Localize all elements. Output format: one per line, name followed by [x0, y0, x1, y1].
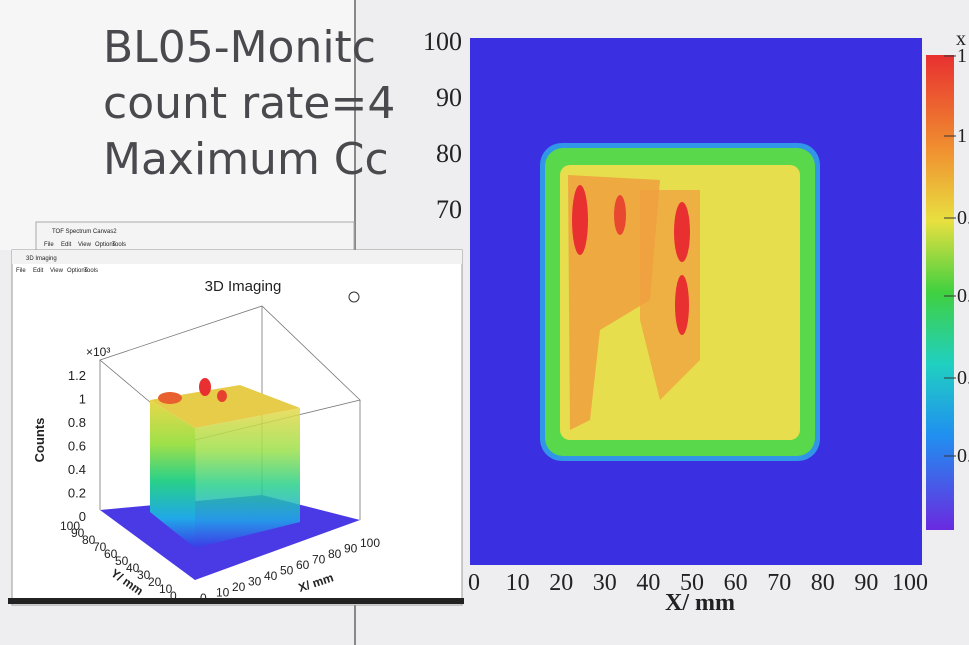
menu-item: Options: [95, 242, 116, 248]
surface-peak: [199, 378, 211, 396]
z-tick-label: 1: [79, 392, 86, 407]
colorbar-tick-label: 1: [957, 45, 967, 67]
z-tick-label: 1.2: [68, 368, 86, 383]
y-tick-label: 70: [436, 195, 462, 224]
x-tick-label: 30: [248, 575, 262, 589]
y-tick-label: 90: [71, 526, 85, 540]
x-tick-label: 100: [892, 570, 928, 596]
menu-item: File: [44, 242, 54, 248]
slide-line: BL05-Monitc: [103, 22, 376, 73]
x-tick-label: 30: [593, 570, 617, 596]
z-axis-label: Counts: [32, 418, 47, 463]
menu-item: Edit: [33, 268, 44, 274]
window-shadow: [8, 598, 464, 604]
x-tick-label: 50: [680, 570, 704, 596]
slide: [0, 0, 355, 250]
menu-item: Edit: [61, 242, 72, 248]
x-tick-label: 20: [232, 580, 246, 594]
window-title: 3D Imaging: [26, 256, 57, 262]
menu-item: View: [50, 268, 64, 274]
surface-peak: [158, 392, 182, 404]
x-tick-label: 50: [280, 564, 294, 578]
y-tick-label: 30: [137, 568, 151, 582]
map-peak: [674, 202, 690, 262]
x-tick-label: 70: [767, 570, 791, 596]
slide-line: count rate=4: [103, 78, 395, 129]
colorbar-multiplier: x: [956, 28, 966, 50]
colorbar-tick-label: 1: [957, 125, 967, 147]
y-tick-label: 90: [436, 83, 462, 112]
z-tick-label: 0.6: [68, 439, 86, 454]
y-tick-label: 100: [423, 27, 462, 56]
x-axis-label: X/ mm: [665, 590, 735, 616]
menu-item: Tools: [84, 268, 98, 274]
colorbar-tick-label: 0.4: [957, 367, 969, 389]
x-tick-label: 90: [854, 570, 878, 596]
x-tick-label: 20: [549, 570, 573, 596]
y-tick-label: 100: [60, 519, 80, 533]
back-window: [35, 221, 355, 255]
y-tick-label: 80: [82, 533, 96, 547]
title-bar: [12, 250, 462, 264]
map-peak: [572, 185, 588, 255]
x-tick-label: 100: [360, 536, 380, 550]
y-tick-label: 10: [159, 582, 173, 596]
y-tick-label: 60: [104, 547, 118, 561]
x-tick-label: 80: [811, 570, 835, 596]
surface-peak: [217, 390, 227, 402]
x-tick-label: 60: [724, 570, 748, 596]
colorbar: [926, 55, 954, 530]
menu-item: View: [78, 242, 92, 248]
colorbar-tick-label: 0.: [957, 207, 969, 229]
surface-side: [195, 408, 300, 548]
colorbar-tick-label: 0.6: [957, 285, 969, 307]
x-tick-label: 40: [264, 569, 278, 583]
map-peak: [675, 275, 689, 335]
plot-title: 3D Imaging: [205, 278, 282, 295]
y-tick-label: 50: [115, 554, 129, 568]
z-tick-label: 0.8: [68, 415, 86, 430]
colorbar-tick-label: 0.2: [957, 445, 969, 467]
map-hot: [568, 175, 660, 430]
map-peak: [614, 195, 626, 235]
menu-item: Options: [67, 268, 88, 274]
z-tick-label: 0.4: [68, 462, 86, 477]
surface-top: [150, 385, 300, 428]
x-tick-label: 70: [312, 553, 326, 567]
x-tick-label: 90: [344, 542, 358, 556]
x-tick-label: 10: [506, 570, 530, 596]
menu-item: Tools: [112, 242, 126, 248]
y-tick-label: 20: [148, 575, 162, 589]
z-tick-label: 0: [79, 509, 86, 524]
y-tick-label: 80: [436, 139, 462, 168]
y-tick-label: 0: [170, 589, 177, 603]
y-tick-label: 40: [126, 561, 140, 575]
x-tick-label: 40: [636, 570, 660, 596]
y-tick-label: 70: [93, 540, 107, 554]
x-tick-label: 10: [216, 586, 230, 600]
x-tick-label: 80: [328, 547, 342, 561]
x-tick-label: 60: [296, 558, 310, 572]
x-tick-label: 0: [200, 591, 207, 605]
z-tick-label: 0.2: [68, 486, 86, 501]
surface-front: [150, 400, 195, 548]
x-tick-label: 0: [468, 570, 480, 596]
cursor: [348, 291, 360, 303]
menu-item: File: [16, 268, 26, 274]
z-multiplier: ×10³: [86, 345, 110, 359]
window-title: TOF Spectrum Canvas2: [52, 229, 117, 235]
slide-line: Maximum Cc: [103, 134, 389, 185]
